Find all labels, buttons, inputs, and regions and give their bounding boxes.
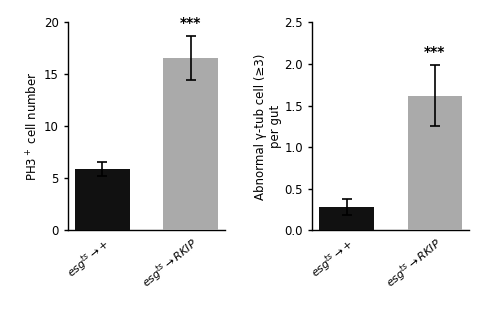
Text: ***: *** bbox=[180, 16, 201, 30]
Y-axis label: Abnormal γ-tub cell (≥3)
per gut: Abnormal γ-tub cell (≥3) per gut bbox=[254, 53, 282, 200]
Bar bbox=[75, 169, 130, 230]
Y-axis label: PH3$^+$ cell number: PH3$^+$ cell number bbox=[26, 72, 41, 181]
Bar bbox=[408, 96, 462, 230]
Bar bbox=[163, 58, 218, 230]
Bar bbox=[319, 207, 374, 230]
Text: ***: *** bbox=[424, 44, 446, 59]
